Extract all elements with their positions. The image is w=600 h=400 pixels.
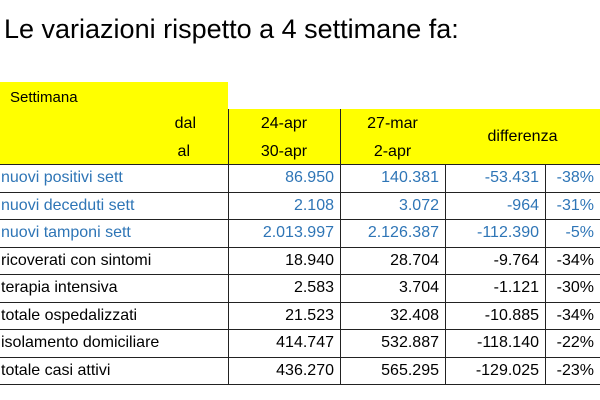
cell: 2.108 — [293, 196, 334, 214]
cell: 2.126.387 — [367, 224, 439, 241]
border — [0, 164, 600, 165]
border — [228, 164, 229, 384]
cell: -30% — [556, 279, 594, 296]
border — [445, 164, 446, 384]
cell: 3.704 — [398, 279, 439, 296]
border — [0, 274, 600, 275]
cell: 2.583 — [293, 279, 334, 296]
header-date: 2-apr — [373, 143, 412, 160]
border — [0, 384, 600, 385]
header-date: 30-apr — [260, 143, 308, 160]
header-bg — [0, 82, 228, 109]
row-label: nuovi positivi sett — [1, 169, 123, 186]
cell: 21.523 — [285, 306, 334, 324]
row-label: nuovi tamponi sett — [1, 224, 131, 241]
border — [0, 219, 600, 220]
cell: -10.885 — [484, 306, 539, 324]
header-label: Settimana — [10, 89, 78, 106]
border — [545, 164, 546, 384]
border — [0, 301, 600, 303]
cell: 32.408 — [390, 306, 439, 324]
cell: -964 — [506, 196, 539, 214]
cell: -118.140 — [477, 334, 539, 351]
cell: 140.381 — [381, 169, 439, 186]
cell: -22% — [556, 334, 594, 351]
cell: 565.295 — [381, 361, 439, 379]
border — [228, 109, 229, 164]
cell: -31% — [556, 196, 594, 214]
row-label: terapia intensiva — [1, 279, 118, 296]
cell: -34% — [556, 251, 594, 269]
row-label: totale casi attivi — [1, 361, 111, 379]
cell: -129.025 — [475, 361, 539, 379]
cell: -34% — [556, 306, 594, 324]
cell: -5% — [565, 224, 594, 241]
cell: -38% — [556, 169, 594, 186]
header-label: al — [177, 143, 190, 160]
cell: 86.950 — [285, 169, 334, 186]
border — [340, 109, 341, 164]
cell: -23% — [556, 361, 594, 379]
border — [340, 164, 341, 384]
cell: 436.270 — [276, 361, 334, 379]
cell: 28.704 — [390, 251, 439, 269]
border — [0, 191, 600, 193]
row-label: totale ospedalizzati — [1, 306, 138, 324]
border — [0, 356, 600, 358]
header-label: differenza — [487, 128, 558, 145]
header-label: dal — [174, 115, 196, 132]
row-label: ricoverati con sintomi — [1, 251, 152, 269]
cell: -53.431 — [484, 169, 539, 186]
cell: -112.390 — [477, 224, 539, 241]
cell: 532.887 — [381, 334, 439, 351]
cell: 18.940 — [285, 251, 334, 269]
cell: -1.121 — [493, 279, 539, 296]
border — [0, 246, 600, 248]
row-label: isolamento domiciliare — [1, 334, 160, 351]
header-date: 27-mar — [367, 115, 418, 132]
row-label: nuovi deceduti sett — [1, 196, 135, 214]
title: Le variazioni rispetto a 4 settimane fa: — [4, 14, 459, 44]
border — [0, 329, 600, 330]
header-date: 24-apr — [260, 115, 308, 132]
cell: 414.747 — [276, 334, 334, 351]
cell: 3.072 — [398, 196, 439, 214]
cell: -9.764 — [493, 251, 539, 269]
header-bg — [0, 109, 600, 164]
cell: 2.013.997 — [262, 224, 334, 241]
